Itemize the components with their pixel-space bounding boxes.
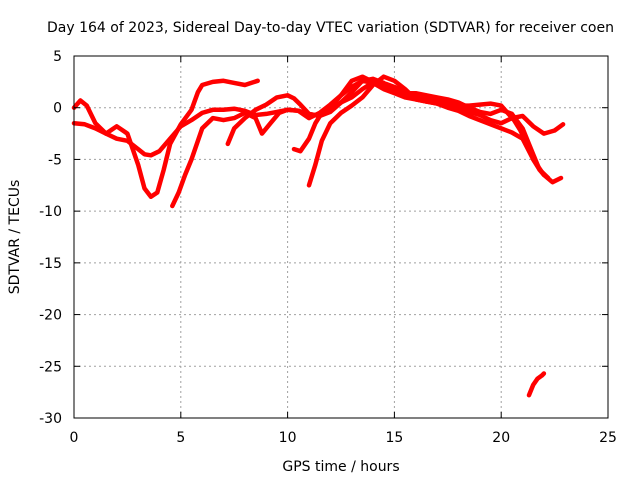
y-tick-label: -25	[39, 359, 62, 375]
x-tick-label: 0	[70, 430, 79, 446]
x-tick-label: 5	[176, 430, 185, 446]
tick-layer: 0 5 10 15 20 25 5 0 -5 -10 -15 -20 -25 -30	[39, 49, 617, 446]
y-tick-label: -5	[48, 152, 62, 168]
y-axis-title: SDTVAR / TECUs	[7, 180, 23, 295]
y-tick-label: -30	[39, 411, 62, 427]
series-layer	[71, 74, 566, 398]
y-tick-label: -15	[39, 256, 62, 272]
x-tick-label: 20	[492, 430, 510, 446]
x-tick-label: 25	[599, 430, 617, 446]
x-tick-label: 15	[385, 430, 403, 446]
y-tick-label: 0	[53, 101, 62, 117]
y-tick-label: -20	[39, 308, 62, 324]
y-tick-label: 5	[53, 49, 62, 65]
x-axis-title: GPS time / hours	[282, 459, 399, 475]
series-line-arc-4	[225, 74, 551, 181]
y-tick-label: -10	[39, 204, 62, 220]
chart-title: Day 164 of 2023, Sidereal Day-to-day VTE…	[47, 20, 614, 36]
grid-layer	[74, 56, 608, 418]
plot-frame	[73, 55, 609, 419]
series-line-arc-2	[71, 78, 260, 199]
series-line-arc-6	[306, 74, 564, 188]
series-line-arc-3	[170, 76, 547, 209]
series-line-arc-7	[526, 371, 547, 398]
x-tick-label: 10	[279, 430, 297, 446]
